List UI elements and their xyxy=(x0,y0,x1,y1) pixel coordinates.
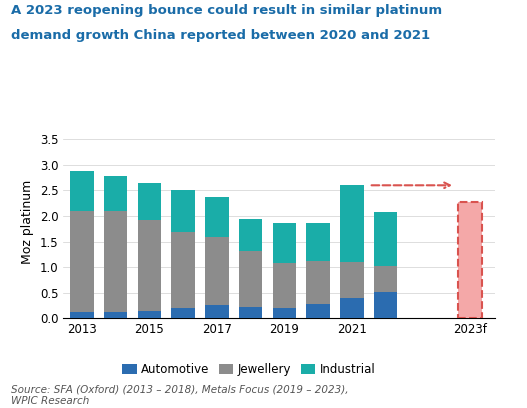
Y-axis label: Moz platinum: Moz platinum xyxy=(21,180,34,264)
Bar xyxy=(272,308,296,318)
Bar xyxy=(374,266,397,292)
Bar xyxy=(306,304,330,318)
Bar xyxy=(138,183,161,220)
Bar xyxy=(104,176,128,211)
Bar xyxy=(374,292,397,318)
Bar xyxy=(70,312,94,318)
Bar xyxy=(340,262,364,298)
Text: Source: SFA (Oxford) (2013 – 2018), Metals Focus (2019 – 2023),
WPIC Research: Source: SFA (Oxford) (2013 – 2018), Meta… xyxy=(11,384,348,406)
Text: A 2023 reopening bounce could result in similar platinum: A 2023 reopening bounce could result in … xyxy=(11,4,442,17)
Bar xyxy=(239,251,262,307)
Bar xyxy=(171,232,195,308)
Bar xyxy=(306,262,330,304)
Bar xyxy=(205,306,229,318)
Bar xyxy=(340,298,364,318)
Bar xyxy=(239,307,262,318)
Legend: Automotive, Jewellery, Industrial: Automotive, Jewellery, Industrial xyxy=(118,359,380,381)
Bar xyxy=(104,211,128,312)
Bar xyxy=(272,223,296,263)
Bar xyxy=(70,211,94,312)
Bar xyxy=(138,220,161,310)
Bar xyxy=(70,171,94,211)
Bar xyxy=(306,223,330,262)
Bar xyxy=(171,308,195,318)
Bar xyxy=(205,197,229,237)
Bar xyxy=(272,263,296,308)
Bar xyxy=(205,237,229,306)
Bar xyxy=(171,191,195,232)
Bar xyxy=(458,202,482,318)
Bar xyxy=(340,185,364,262)
Bar xyxy=(138,310,161,318)
Bar xyxy=(104,312,128,318)
Bar xyxy=(458,202,482,318)
Bar xyxy=(239,219,262,251)
Text: demand growth China reported between 2020 and 2021: demand growth China reported between 202… xyxy=(11,29,430,42)
Bar xyxy=(374,213,397,266)
